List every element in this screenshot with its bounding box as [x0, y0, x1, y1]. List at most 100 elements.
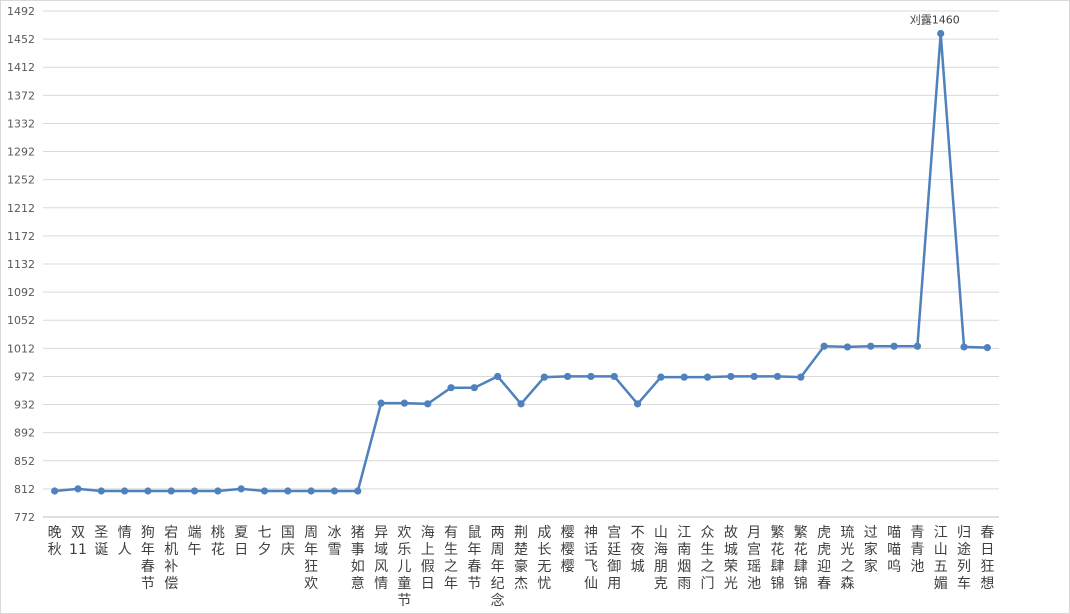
- y-tick-label: 1452: [7, 33, 35, 46]
- data-point: [913, 342, 921, 350]
- x-tick-label: 过家家: [864, 525, 878, 575]
- x-tick-label: 成长无忧: [537, 525, 551, 592]
- data-point: [540, 373, 548, 381]
- data-point: [680, 373, 688, 381]
- x-tick-label: 桃花: [211, 525, 225, 558]
- data-point: [470, 384, 478, 392]
- data-point: [564, 372, 572, 381]
- x-tick-label: 宕机补偿: [164, 525, 178, 592]
- y-tick-label: 1012: [7, 342, 35, 355]
- y-tick-label: 1252: [7, 174, 35, 187]
- data-point: [97, 487, 105, 495]
- data-point: [167, 487, 175, 495]
- x-tick-label: 春日狂想: [980, 525, 994, 592]
- data-point: [773, 372, 782, 381]
- data-point: [447, 384, 455, 392]
- data-point: [51, 487, 59, 495]
- x-axis-labels: 晚秋双 11 圣诞情人狗年春节宕机补偿端午桃花夏日七夕国庆周年狂欢冰雪猪事如意异域风…: [48, 524, 995, 609]
- x-tick-label: 圣诞: [94, 525, 108, 558]
- data-point: [284, 487, 292, 495]
- data-point: [983, 344, 991, 352]
- x-tick-label: 樱樱樱: [561, 524, 575, 575]
- data-point: [587, 372, 595, 381]
- y-tick-label: 1212: [7, 202, 35, 215]
- data-point: [377, 399, 385, 407]
- data-point: [820, 342, 828, 350]
- data-point: [610, 372, 618, 381]
- x-tick-label: 山海朋克: [654, 525, 668, 592]
- y-tick-label: 812: [14, 483, 35, 496]
- data-point: [843, 343, 852, 351]
- x-tick-label: 宫廷御用: [607, 525, 621, 592]
- x-tick-label: 欢乐儿童节: [397, 525, 411, 609]
- y-tick-label: 1132: [7, 258, 35, 271]
- y-tick-label: 1492: [7, 5, 35, 18]
- x-tick-label: 狗年春节: [141, 525, 155, 592]
- x-tick-label: 虎虎迎春: [817, 525, 831, 592]
- y-tick-label: 1092: [7, 286, 35, 299]
- x-tick-label: 归途列车: [957, 524, 971, 592]
- y-tick-label: 1052: [7, 314, 35, 327]
- series-line: [54, 32, 988, 493]
- x-tick-label: 七夕: [258, 525, 272, 558]
- data-point: [144, 487, 152, 495]
- data-point: [890, 342, 898, 350]
- annotations: 刈露1460: [910, 13, 960, 26]
- x-tick-label: 繁花肆锦: [794, 525, 808, 592]
- y-tick-label: 892: [14, 427, 35, 440]
- x-tick-label: 晚秋: [48, 525, 62, 558]
- data-label: 刈露1460: [910, 13, 960, 26]
- data-point: [307, 487, 315, 495]
- data-point: [330, 487, 339, 495]
- series-points: [51, 29, 991, 495]
- x-tick-label: 国庆: [281, 525, 295, 558]
- y-tick-label: 1292: [7, 146, 35, 159]
- x-tick-label: 故城荣光: [724, 525, 738, 592]
- x-tick-label: 荆楚豪杰: [514, 525, 528, 592]
- data-point: [74, 485, 82, 493]
- x-tick-label: 有生之年: [444, 525, 458, 592]
- x-tick-label: 冰雪: [327, 525, 341, 558]
- x-tick-label: 情人: [118, 525, 132, 558]
- x-tick-label: 双 11: [69, 525, 87, 558]
- y-tick-label: 852: [14, 455, 35, 468]
- data-point: [703, 373, 712, 381]
- x-tick-label: 夏日: [234, 525, 248, 558]
- x-tick-label: 众生之门: [701, 525, 715, 592]
- y-axis-ticks: 772 812 852 892 932 972 1012 1052 1092 1132 1172 12…: [7, 5, 35, 524]
- data-point: [121, 487, 129, 495]
- data-point: [657, 373, 665, 381]
- data-point: [424, 400, 432, 408]
- x-tick-label: 鼠年春节: [467, 525, 481, 592]
- data-point: [517, 400, 525, 408]
- data-point: [354, 487, 362, 495]
- data-point: [190, 487, 199, 495]
- data-point: [400, 399, 409, 407]
- data-point: [797, 373, 805, 381]
- x-tick-label: 端午: [188, 525, 202, 558]
- data-point: [494, 372, 502, 381]
- x-tick-label: 周年狂欢: [304, 525, 318, 592]
- x-tick-label: 琉光之森: [840, 525, 854, 592]
- x-tick-label: 不夜城: [631, 525, 645, 575]
- data-point: [260, 487, 269, 495]
- data-point: [867, 342, 875, 350]
- data-point: [750, 372, 758, 381]
- data-point: [237, 485, 245, 493]
- gridlines: [43, 10, 999, 490]
- x-tick-label: 海上假日: [421, 525, 435, 592]
- y-tick-label: 772: [14, 511, 35, 524]
- x-tick-label: 月宫瑶池: [747, 525, 761, 592]
- x-tick-label: 繁花肆锦: [770, 525, 784, 592]
- data-point: [633, 400, 642, 408]
- y-tick-label: 1332: [7, 117, 35, 130]
- y-tick-label: 932: [14, 399, 35, 412]
- data-point: [727, 372, 735, 381]
- x-tick-label: 江山五媚: [934, 525, 948, 592]
- data-point: [214, 487, 222, 495]
- y-tick-label: 1172: [7, 230, 35, 243]
- x-tick-label: 青青池: [910, 525, 924, 575]
- x-tick-label: 喵喵呜: [887, 525, 901, 575]
- y-tick-label: 1412: [7, 61, 35, 74]
